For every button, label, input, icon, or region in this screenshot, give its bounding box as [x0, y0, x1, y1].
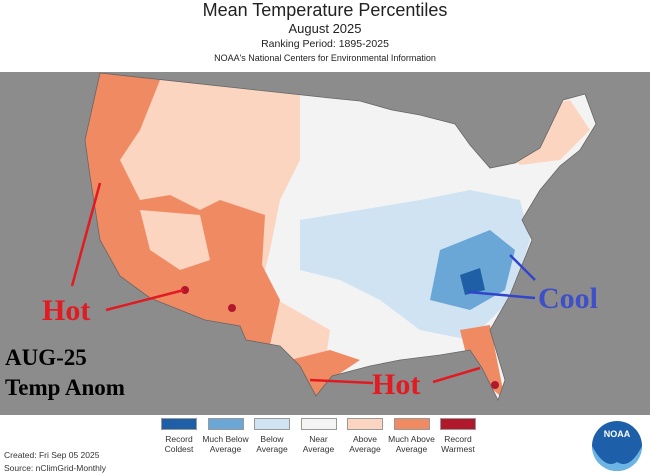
legend-label: Much Above Average [388, 434, 435, 454]
legend-item: Much Above Average [388, 418, 436, 454]
legend-item: Below Average [248, 418, 296, 454]
title: Mean Temperature Percentiles [202, 0, 448, 20]
legend-item: Much Below Average [202, 418, 250, 454]
legend-label: Near Average [302, 434, 335, 454]
annotation: AUG-25 [5, 345, 87, 370]
data-source: Source: nClimGrid-Monthly [4, 463, 107, 473]
legend-swatch [254, 418, 290, 430]
noaa-logo-text: NOAA [604, 429, 631, 439]
legend-item: Near Average [295, 418, 343, 454]
subtitle: August 2025 [288, 21, 362, 36]
ranking-period: Ranking Period: 1895-2025 [261, 38, 389, 50]
legend-swatch [440, 418, 476, 430]
legend-item: Record Warmest [434, 418, 482, 454]
legend-label: Much Below Average [202, 434, 249, 454]
hot-arrows [70, 182, 481, 385]
legend-label: Record Coldest [164, 434, 194, 454]
annotation: Hot [42, 294, 91, 327]
legend-swatch [161, 418, 197, 430]
legend-label: Record Warmest [441, 434, 475, 454]
annotation: Cool [538, 282, 598, 315]
legend-swatch [207, 418, 244, 430]
noaa-logo [592, 421, 642, 471]
legend-swatch [300, 418, 337, 430]
legend-swatch [347, 418, 383, 430]
created-date: Created: Fri Sep 05 2025 [4, 450, 100, 460]
annotation: Temp Anom [5, 375, 125, 400]
legend-item: Record Coldest [155, 418, 203, 454]
legend-label: Below Average [256, 434, 288, 454]
annotation: Hot [372, 368, 421, 401]
legend-swatch [393, 418, 430, 430]
legend-item: Above Average [341, 418, 389, 454]
source-org: NOAA's National Centers for Environmenta… [214, 53, 436, 63]
cool-arrows [467, 254, 536, 300]
legend-label: Above Average [349, 434, 381, 454]
